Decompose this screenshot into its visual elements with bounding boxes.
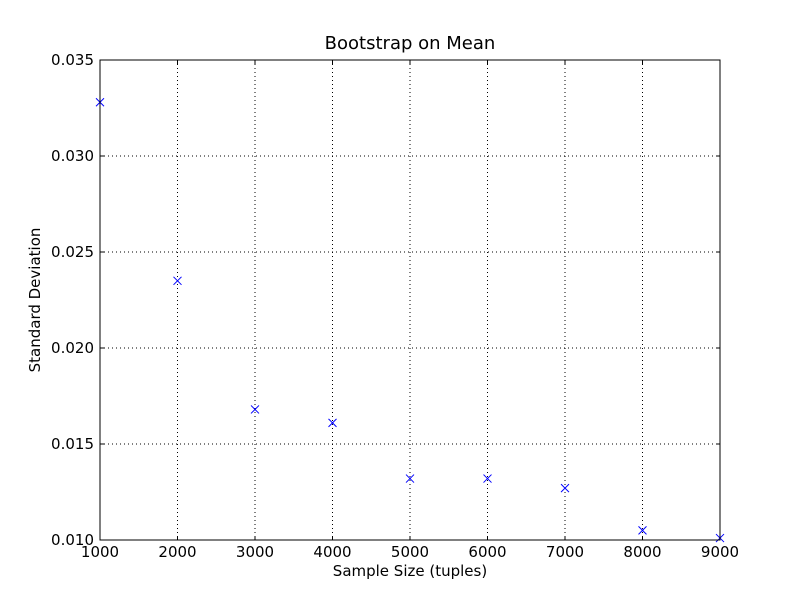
x-tick-label: 6000 <box>468 543 506 561</box>
chart-title: Bootstrap on Mean <box>325 33 496 54</box>
y-axis-label: Standard Deviation <box>26 228 44 373</box>
tick-layer: 1000 2000 3000 4000 5000 6000 7000 8000 9000 0.01… <box>51 51 739 561</box>
x-axis-label: Sample Size (tuples) <box>333 562 487 580</box>
data-point <box>328 418 337 428</box>
y-tick-label: 0.025 <box>51 243 94 261</box>
x-tick-label: 3000 <box>236 543 274 561</box>
y-tick-label: 0.030 <box>51 147 94 165</box>
x-tick-label: 7000 <box>546 543 584 561</box>
x-tick-label: 4000 <box>313 543 351 561</box>
x-tick-label: 5000 <box>391 543 429 561</box>
data-point <box>405 474 415 483</box>
y-tick-label: 0.035 <box>51 51 94 69</box>
data-point <box>638 526 647 535</box>
plot-frame <box>99 59 721 541</box>
data-point <box>250 405 260 414</box>
grid-layer <box>100 60 720 540</box>
y-tick-label: 0.010 <box>51 531 94 549</box>
x-tick-label: 1000 <box>81 543 119 561</box>
data-point <box>560 483 570 493</box>
data-point <box>173 276 182 286</box>
data-point <box>483 474 492 483</box>
y-tick-label: 0.015 <box>51 435 94 453</box>
y-tick-label: 0.020 <box>51 339 94 357</box>
x-tick-label: 9000 <box>701 543 739 561</box>
x-tick-label: 2000 <box>158 543 196 561</box>
x-tick-label: 8000 <box>623 543 661 561</box>
